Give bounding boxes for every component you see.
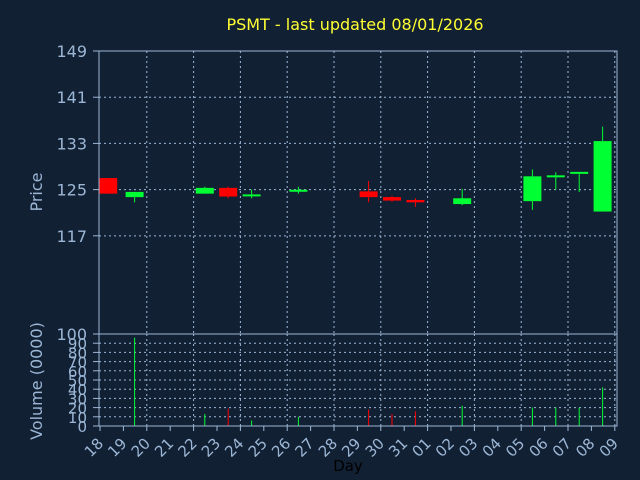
candle-body xyxy=(242,194,261,197)
candle xyxy=(359,180,378,203)
candle xyxy=(546,172,565,190)
candle-body xyxy=(453,198,472,205)
candle xyxy=(570,171,589,192)
volume-tick-label: 60 xyxy=(68,363,87,381)
price-tick-label: 117 xyxy=(56,227,87,246)
volume-plot-frame xyxy=(98,333,618,427)
volume-series xyxy=(134,337,604,426)
candle xyxy=(242,189,261,199)
candle xyxy=(383,195,401,202)
x-grid xyxy=(146,51,616,426)
volume-tick-label: 70 xyxy=(68,354,87,372)
price-axis-label: Price xyxy=(27,172,46,211)
candle-body xyxy=(125,191,144,198)
volume-tick-label: 0 xyxy=(77,418,87,436)
candle-body xyxy=(195,187,214,194)
volume-tick-label: 20 xyxy=(68,400,87,418)
price-tick-label: 125 xyxy=(56,181,87,200)
volume-tick-label: 30 xyxy=(68,390,87,408)
candle xyxy=(453,189,472,206)
candle-body xyxy=(359,191,378,198)
candle-body xyxy=(383,197,401,201)
candle-body xyxy=(219,187,238,197)
candle xyxy=(195,186,214,194)
price-axis: 149 141 133 125 117 100 xyxy=(56,42,99,344)
candle-body xyxy=(546,175,565,178)
candle xyxy=(593,126,612,212)
candle-body xyxy=(523,176,542,202)
candle xyxy=(125,191,144,203)
volume-tick-label: 50 xyxy=(68,372,87,390)
candle-body xyxy=(593,141,612,212)
candle-body xyxy=(406,200,425,203)
candle xyxy=(219,186,238,199)
candle-body xyxy=(570,171,589,174)
candle-body xyxy=(289,189,308,192)
price-tick-label: 100 xyxy=(56,325,87,344)
volume-tick-label: 40 xyxy=(68,381,87,399)
price-tick-label: 149 xyxy=(56,42,87,61)
price-tick-label: 141 xyxy=(56,88,87,107)
volume-grid xyxy=(99,342,617,418)
volume-axis-label: Volume (0000) xyxy=(27,322,46,440)
candle xyxy=(523,169,542,210)
candlestick-series xyxy=(99,126,612,212)
volume-tick-label: 90 xyxy=(68,335,87,353)
volume-tick-label: 10 xyxy=(68,409,87,427)
candle-body xyxy=(99,178,118,194)
chart-title: PSMT - last updated 08/01/2026 xyxy=(226,15,483,34)
volume-tick-label: 80 xyxy=(68,344,87,362)
price-tick-label: 133 xyxy=(56,134,87,153)
candle xyxy=(99,178,118,194)
x-axis-label: Day xyxy=(333,457,363,475)
candle xyxy=(406,198,425,207)
candle xyxy=(289,186,308,194)
